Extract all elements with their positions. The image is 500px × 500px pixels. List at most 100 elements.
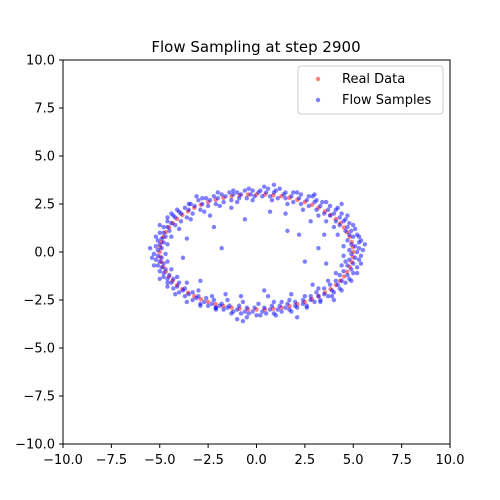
flow-sample-point bbox=[227, 303, 232, 308]
flow-sample-point bbox=[262, 184, 267, 189]
flow-sample-point bbox=[163, 267, 168, 272]
flow-sample-point bbox=[171, 276, 176, 282]
flow-sample-point bbox=[221, 307, 226, 312]
flow-sample-point bbox=[225, 297, 230, 303]
flow-sample-point bbox=[283, 196, 288, 201]
flow-sample-point bbox=[217, 203, 222, 209]
flow-sample-point bbox=[329, 293, 335, 299]
flow-sample-point bbox=[345, 213, 350, 218]
flow-sample-point bbox=[244, 315, 250, 320]
flow-sample-point bbox=[325, 207, 331, 212]
flow-sample-point bbox=[207, 213, 213, 218]
flow-sample-point bbox=[296, 232, 302, 237]
flow-sample-point bbox=[289, 292, 294, 297]
flow-sample-point bbox=[184, 299, 190, 305]
flow-sample-point bbox=[248, 192, 253, 197]
flow-sample-point bbox=[358, 238, 364, 243]
flow-sample-point bbox=[234, 317, 240, 322]
y-tick-label: 7.5 bbox=[34, 102, 55, 117]
flow-sample-point bbox=[323, 199, 329, 205]
x-tick-label: 7.5 bbox=[391, 453, 412, 468]
flow-sample-point bbox=[331, 211, 337, 216]
flow-sample-point bbox=[211, 224, 217, 230]
flow-sample-point bbox=[335, 232, 340, 237]
flow-sample-point bbox=[215, 190, 220, 195]
flow-sample-point bbox=[356, 257, 362, 262]
flow-sample-point bbox=[165, 224, 170, 230]
flow-sample-point bbox=[202, 209, 207, 214]
flow-sample-point bbox=[273, 313, 279, 318]
flow-sample-point bbox=[258, 188, 263, 193]
flow-sample-point bbox=[250, 197, 255, 203]
flow-sample-point bbox=[352, 244, 358, 249]
legend: Real Data Flow Samples bbox=[297, 65, 444, 115]
flow-sample-point bbox=[211, 194, 217, 199]
flow-sample-point bbox=[180, 255, 186, 260]
flow-sample-point bbox=[157, 276, 162, 282]
flow-sample-point bbox=[322, 232, 327, 237]
flow-sample-point bbox=[229, 205, 234, 211]
flow-sample-point bbox=[238, 311, 244, 316]
flow-sample-point bbox=[246, 186, 251, 191]
flow-sample-point bbox=[314, 197, 319, 203]
x-tick-label: 0.0 bbox=[246, 453, 267, 468]
flow-sample-point bbox=[161, 224, 166, 230]
flow-sample-point bbox=[267, 307, 273, 312]
flow-sample-point bbox=[198, 207, 203, 212]
flow-sample-point bbox=[343, 228, 348, 234]
flow-sample-point bbox=[347, 221, 352, 226]
flow-sample-point bbox=[229, 197, 234, 203]
flow-sample-point bbox=[308, 219, 313, 224]
flow-sample-point bbox=[347, 257, 352, 262]
flow-sample-point bbox=[209, 293, 215, 299]
flow-sample-point bbox=[289, 309, 294, 314]
flow-sample-point bbox=[341, 244, 346, 249]
flow-sample-point bbox=[238, 192, 244, 197]
flow-sample-point bbox=[277, 186, 282, 191]
flow-sample-point bbox=[314, 290, 319, 295]
flow-sample-point bbox=[322, 292, 327, 297]
flow-sample-point bbox=[161, 230, 166, 235]
flow-sample-point bbox=[157, 242, 162, 247]
y-axis: −10.0 −7.5 −5.0 −2.5 0.0 2.5 5.0 7.5 10.0 bbox=[15, 54, 63, 453]
series-flow-samples bbox=[147, 182, 368, 324]
flow-sample-point bbox=[147, 245, 153, 251]
flow-sample-point bbox=[252, 305, 257, 310]
flow-sample-point bbox=[258, 313, 263, 318]
flow-sample-point bbox=[351, 234, 356, 239]
flow-sample-point bbox=[285, 228, 290, 234]
flow-sample-point bbox=[198, 303, 203, 308]
flow-sample-point bbox=[161, 240, 166, 245]
flow-sample-point bbox=[316, 245, 321, 251]
flow-sample-point bbox=[153, 234, 159, 239]
flow-sample-point bbox=[351, 261, 356, 266]
flow-sample-point bbox=[234, 190, 240, 195]
flow-sample-point bbox=[229, 311, 234, 316]
flow-sample-point bbox=[283, 211, 288, 216]
flow-sample-point bbox=[354, 249, 360, 255]
flow-sample-point bbox=[283, 190, 288, 195]
real-data-point bbox=[205, 299, 211, 305]
flow-sample-point bbox=[174, 284, 180, 289]
flow-sample-point bbox=[161, 274, 166, 280]
flow-sample-point bbox=[169, 211, 174, 216]
flow-sample-point bbox=[263, 190, 269, 195]
y-tick-label: −10.0 bbox=[15, 438, 55, 453]
flow-sample-point bbox=[289, 194, 294, 199]
flow-sample-point bbox=[234, 307, 240, 312]
flow-sample-point bbox=[351, 270, 356, 276]
flow-sample-point bbox=[260, 194, 265, 199]
flow-sample-point bbox=[351, 222, 356, 228]
flow-sample-point bbox=[236, 303, 242, 308]
flow-sample-point bbox=[331, 290, 337, 295]
flow-sample-point bbox=[339, 288, 344, 293]
flow-sample-point bbox=[205, 203, 211, 209]
flow-sample-point bbox=[236, 196, 242, 201]
y-tick-label: 10.0 bbox=[26, 54, 55, 69]
flow-sample-point bbox=[190, 297, 195, 303]
flow-sample-point bbox=[165, 280, 170, 285]
flow-sample-point bbox=[186, 292, 191, 297]
flow-sample-point bbox=[250, 188, 255, 193]
flow-sample-point bbox=[356, 245, 362, 251]
flow-sample-point bbox=[165, 242, 170, 247]
